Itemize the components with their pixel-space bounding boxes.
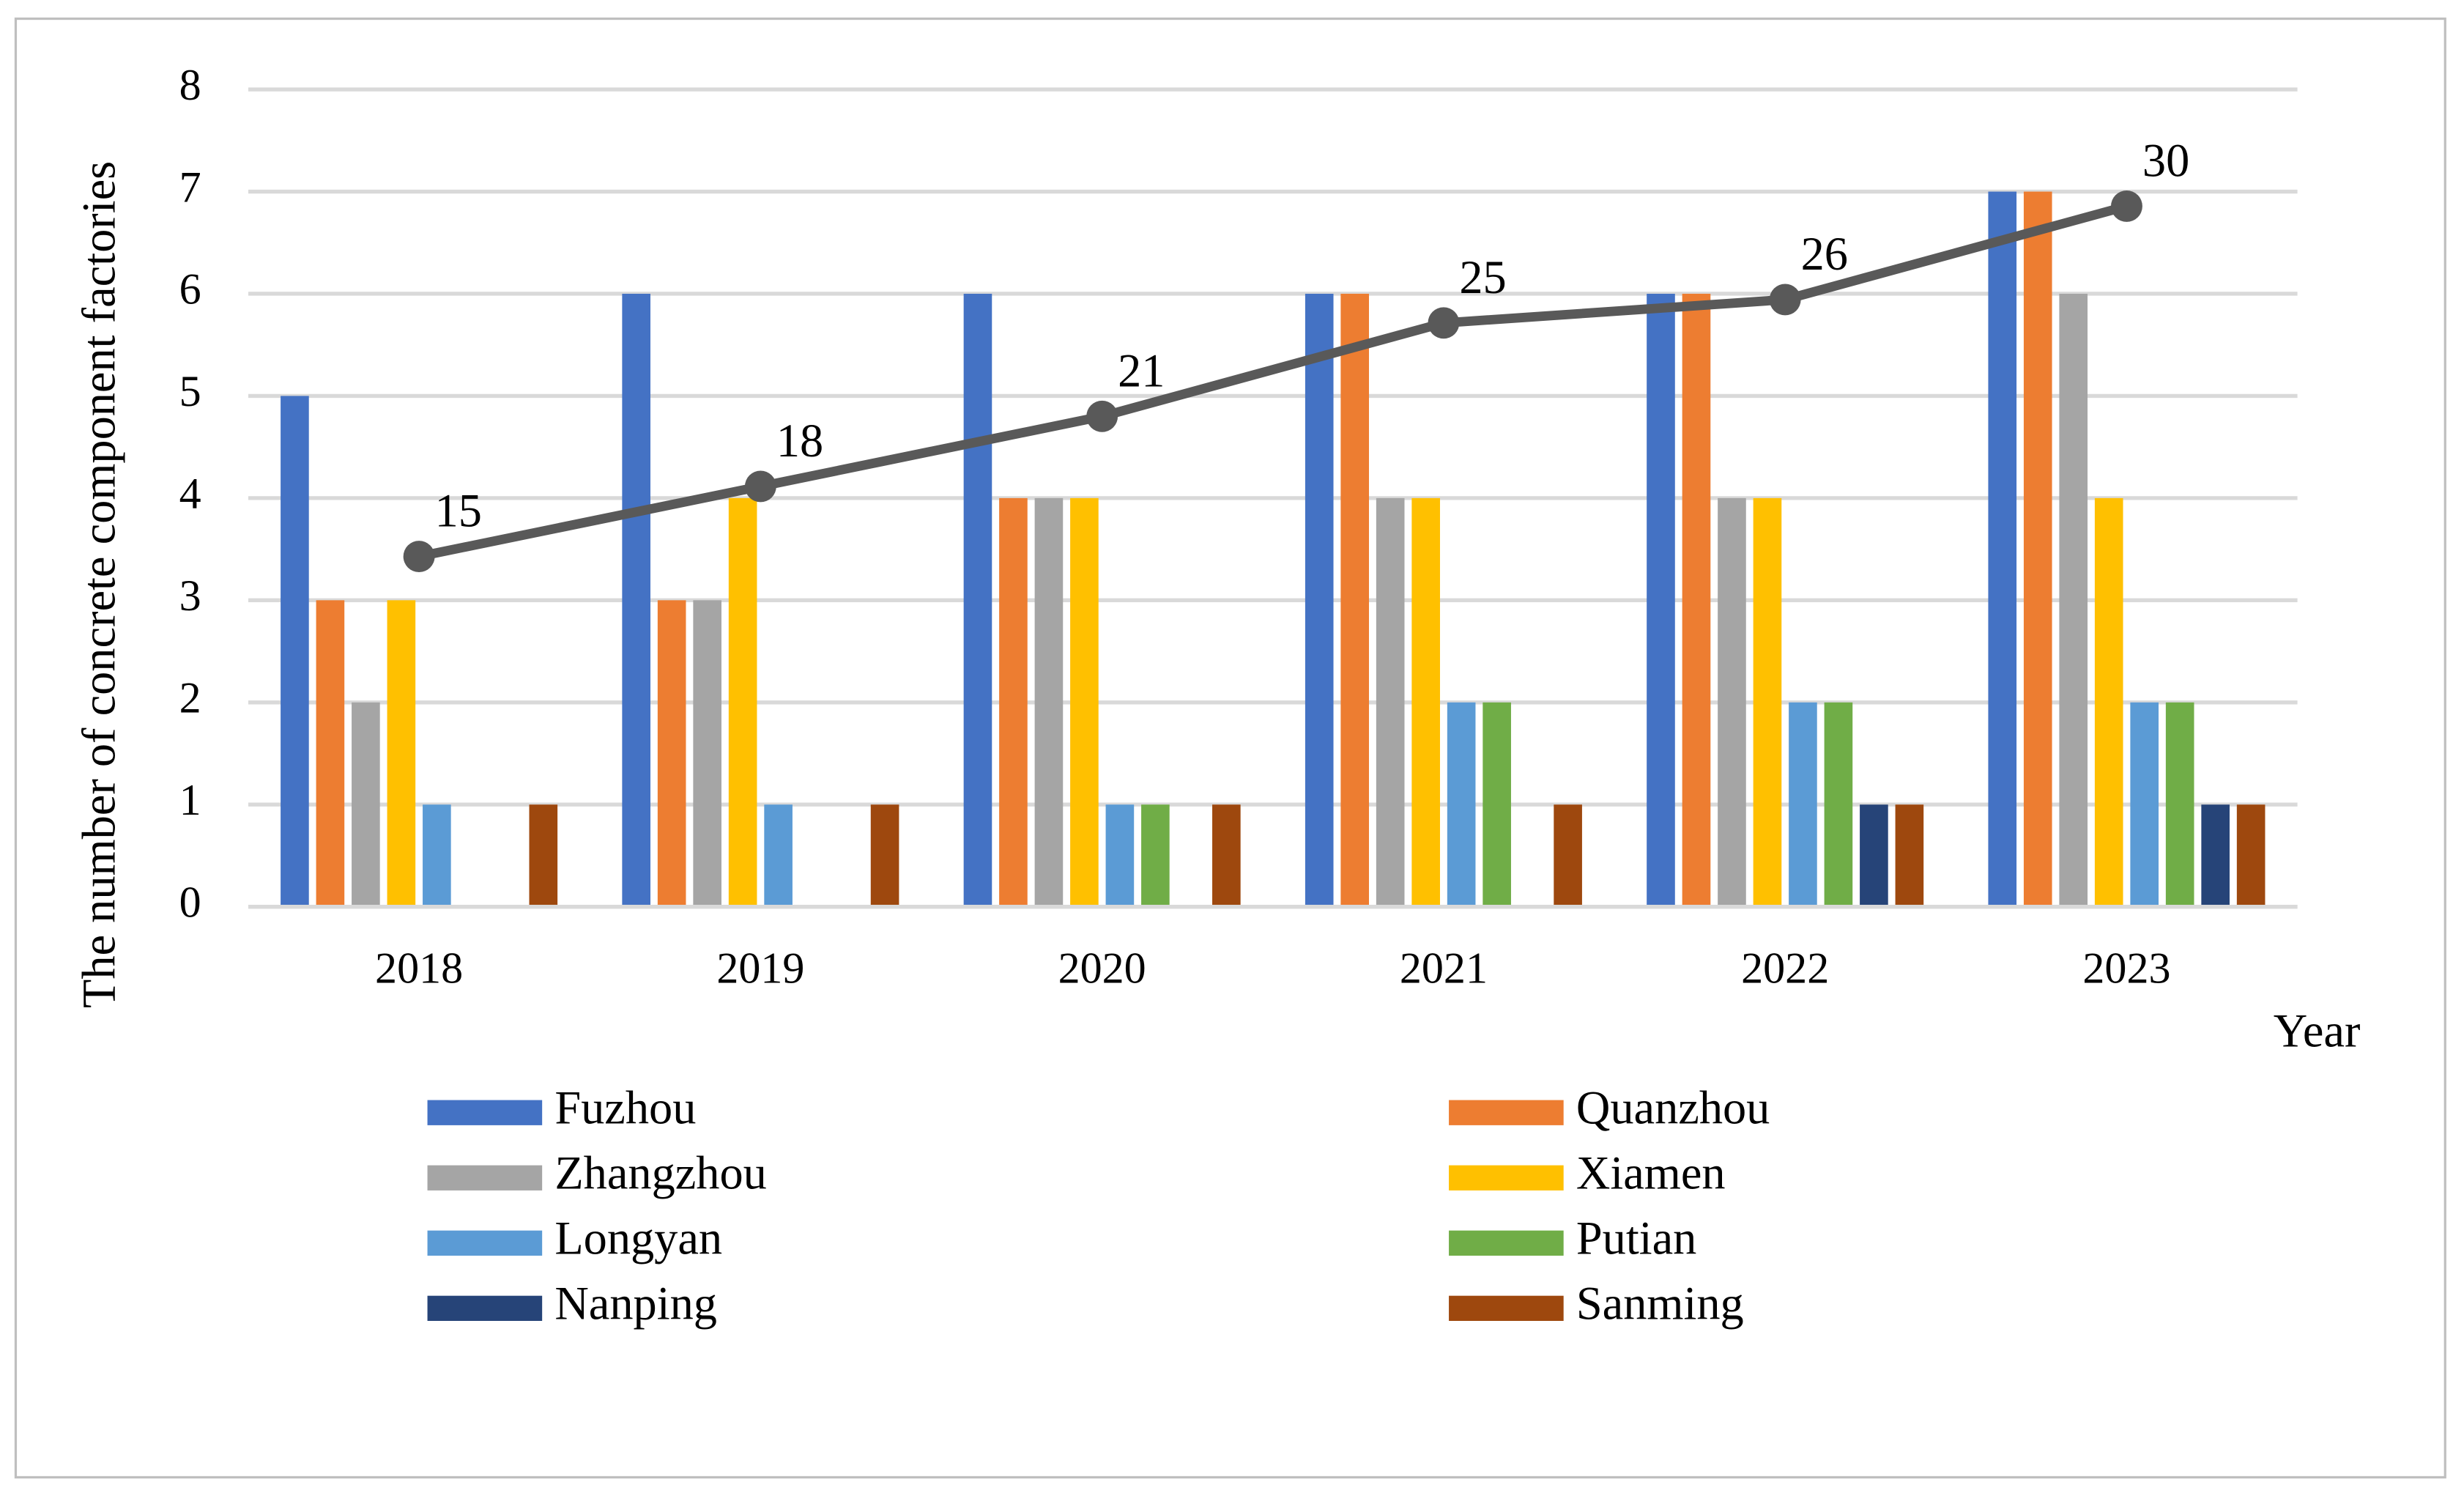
x-tick-label: 2018 <box>375 944 463 993</box>
legend-swatch <box>1449 1295 1564 1322</box>
y-tick-label: 5 <box>179 366 201 415</box>
legend-label: Fuzhou <box>554 1082 696 1134</box>
bar <box>387 600 416 907</box>
y-tick-label: 2 <box>179 673 201 722</box>
legend-swatch <box>1449 1230 1564 1256</box>
y-tick-label: 1 <box>179 775 201 824</box>
legend-swatch <box>1449 1100 1564 1125</box>
legend-label: Xiamen <box>1576 1147 1726 1199</box>
data-label: 25 <box>1459 251 1506 303</box>
bar <box>529 804 558 907</box>
bar <box>1483 702 1511 907</box>
line-point <box>1428 307 1460 339</box>
bar <box>1447 702 1476 907</box>
y-tick-label: 6 <box>179 264 201 314</box>
bar <box>999 497 1028 907</box>
line-point <box>1769 284 1801 316</box>
line-point <box>744 470 776 503</box>
y-tick-label: 4 <box>179 469 201 518</box>
bar <box>2236 804 2266 907</box>
bar <box>1824 702 1853 907</box>
x-tick-label: 2019 <box>716 944 804 993</box>
bar <box>1718 497 1746 907</box>
y-tick-label: 0 <box>179 877 201 926</box>
bar <box>1988 191 2017 907</box>
legend-swatch <box>427 1100 543 1125</box>
data-label: 26 <box>1801 228 1848 280</box>
bar <box>1034 497 1064 907</box>
data-label: 18 <box>776 415 823 467</box>
bar <box>2023 191 2052 907</box>
legend-swatch <box>427 1230 543 1256</box>
bar <box>728 497 757 907</box>
bar <box>622 293 650 907</box>
y-axis-label: The number of concrete component factori… <box>73 161 125 1008</box>
legend-swatch <box>427 1295 543 1322</box>
line-point <box>2110 190 2142 222</box>
bar <box>1070 497 1099 907</box>
y-tick-label: 3 <box>179 571 201 620</box>
bar <box>870 804 899 907</box>
x-tick-label: 2021 <box>1400 944 1488 993</box>
data-label: 21 <box>1118 344 1165 396</box>
y-tick-label: 7 <box>179 162 201 211</box>
legend-label: Zhangzhou <box>554 1147 767 1199</box>
bar <box>1789 702 1817 907</box>
bar <box>316 600 345 907</box>
legend-swatch <box>427 1165 543 1190</box>
bar <box>2094 497 2123 907</box>
bar <box>1554 804 1582 907</box>
bar <box>764 804 793 907</box>
bar <box>1682 293 1711 907</box>
legend-label: Nanping <box>554 1278 717 1330</box>
bar <box>963 293 992 907</box>
bar <box>1860 804 1888 907</box>
legend-label: Putian <box>1576 1212 1696 1264</box>
bar <box>2130 702 2159 907</box>
legend-swatch <box>1449 1165 1564 1190</box>
bar <box>1340 293 1370 907</box>
legend-label: Longyan <box>554 1212 722 1264</box>
data-label: 30 <box>2142 134 2189 186</box>
y-tick-label: 8 <box>179 60 201 109</box>
total-line <box>418 201 2129 561</box>
bar <box>1376 497 1405 907</box>
bar <box>281 396 309 907</box>
line-point <box>1086 400 1118 432</box>
legend-label: Sanming <box>1576 1278 1744 1330</box>
bar <box>1895 804 1924 907</box>
x-axis-label: Year <box>2274 1004 2361 1056</box>
x-tick-label: 2022 <box>1741 944 1829 993</box>
bar <box>1105 804 1135 907</box>
line-point <box>403 541 435 573</box>
bar <box>657 600 686 907</box>
bar <box>1411 497 1440 907</box>
data-label: 15 <box>435 485 482 537</box>
bar <box>1305 293 1334 907</box>
bar <box>352 702 380 907</box>
bar <box>423 804 451 907</box>
bar <box>1647 293 1675 907</box>
bar <box>693 600 721 907</box>
bar <box>2059 293 2088 907</box>
bar <box>2165 702 2194 907</box>
legend-label: Quanzhou <box>1576 1082 1770 1134</box>
bar <box>1212 804 1241 907</box>
bar <box>2201 804 2230 907</box>
bar <box>1753 497 1782 907</box>
bar <box>1141 804 1170 907</box>
x-tick-label: 2020 <box>1058 944 1146 993</box>
x-tick-label: 2023 <box>2082 944 2170 993</box>
